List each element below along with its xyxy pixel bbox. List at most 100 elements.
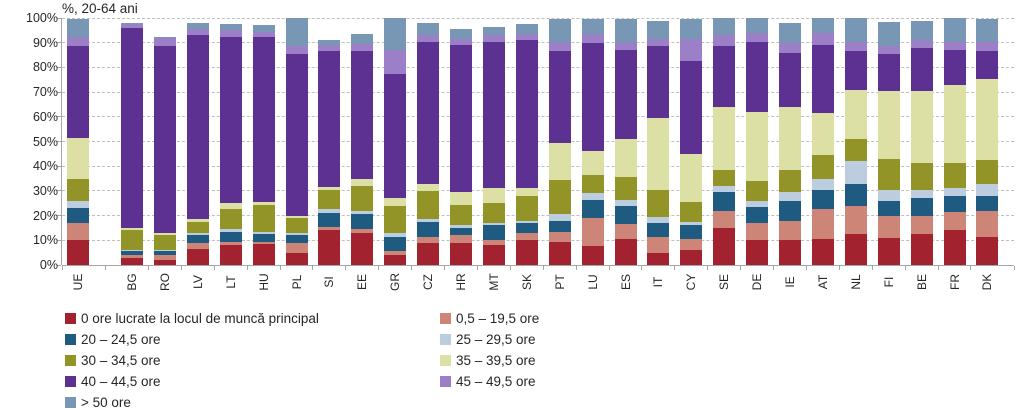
segment-NL-h45_495 xyxy=(844,41,867,52)
segment-NL-h35_395 xyxy=(844,89,867,140)
y-axis-label: 0% xyxy=(39,258,58,272)
segment-IE-h45_495 xyxy=(779,42,801,53)
segment-UE-h05_195 xyxy=(67,223,89,241)
segment-FR-h40_445 xyxy=(943,50,966,85)
segment-LV-h50plus xyxy=(186,22,209,30)
segment-HR-h35_395 xyxy=(450,192,472,205)
y-axis-label: 100% xyxy=(26,11,58,25)
segment-NL-h0 xyxy=(844,234,867,265)
segment-SE-h35_395 xyxy=(713,106,736,170)
segment-HR-h20_245 xyxy=(450,227,472,236)
segment-GR-h45_495 xyxy=(384,50,407,74)
x-axis-label-FR: FR xyxy=(947,274,962,290)
x-axis-tick xyxy=(805,266,807,270)
segment-DK-h20_245 xyxy=(976,195,999,211)
segment-DE-h50plus xyxy=(746,18,769,33)
segment-SE-h30_345 xyxy=(713,169,736,186)
gridline-30% xyxy=(62,190,1014,192)
gridline-10% xyxy=(62,239,1014,241)
segment-LU-h20_245 xyxy=(581,199,604,219)
segment-DK-h45_495 xyxy=(976,41,999,52)
segment-EE-h50plus xyxy=(351,34,374,44)
segment-SK-h05_195 xyxy=(515,232,538,241)
y-axis-label: 30% xyxy=(32,183,58,198)
segment-FR-h45_495 xyxy=(943,41,966,51)
segment-DK-h05_195 xyxy=(976,210,999,237)
segment-AT-h05_195 xyxy=(811,209,834,240)
segment-HR-h50plus xyxy=(450,29,472,40)
segment-CY-h05_195 xyxy=(680,239,703,251)
x-axis-label-CY: CY xyxy=(684,273,699,291)
legend-item-1-3: 45 – 49,5 ore xyxy=(440,372,536,392)
segment-GR-h50plus xyxy=(384,18,407,51)
x-axis-tick xyxy=(476,266,478,270)
segment-BG-h45_495 xyxy=(121,24,143,28)
x-axis-label-DK: DK xyxy=(980,273,995,291)
segment-DK-h35_395 xyxy=(976,78,999,161)
x-axis-tick xyxy=(444,266,446,270)
x-axis-label-DE: DE xyxy=(750,273,765,291)
legend-label: 25 – 29,5 ore xyxy=(456,332,536,347)
segment-DE-h05_195 xyxy=(746,223,769,241)
x-axis-tick xyxy=(773,266,775,270)
segment-BG-h0 xyxy=(121,257,143,265)
segment-PT-h40_445 xyxy=(548,51,571,143)
segment-MT-h20_245 xyxy=(482,225,505,241)
y-axis-label: 40% xyxy=(32,159,58,174)
legend-item-0-4: > 50 ore xyxy=(65,393,131,410)
gridline-80% xyxy=(62,66,1014,68)
segment-FR-h20_245 xyxy=(943,195,966,212)
segment-HR-h05_195 xyxy=(450,235,472,243)
legend-item-0-2: 30 – 34,5 ore xyxy=(65,351,161,371)
segment-PT-h05_195 xyxy=(548,231,571,242)
segment-HR-h40_445 xyxy=(450,45,472,193)
segment-HU-h35_395 xyxy=(252,202,275,205)
segment-FI-h45_495 xyxy=(877,46,900,54)
segment-SK-h50plus xyxy=(515,24,538,35)
segment-UE-h35_395 xyxy=(67,137,89,179)
segment-BE-h30_345 xyxy=(910,162,933,190)
segment-UE-h20_245 xyxy=(67,208,89,224)
y-axis-label: 90% xyxy=(32,35,58,50)
bar-GR xyxy=(384,18,407,265)
segment-NL-h20_245 xyxy=(844,183,867,206)
y-axis-tick xyxy=(57,91,61,93)
segment-DK-h40_445 xyxy=(976,51,999,79)
segment-PT-h0 xyxy=(548,241,571,265)
segment-SE-h0 xyxy=(713,227,736,265)
segment-BG-h05_195 xyxy=(121,255,143,258)
segment-DE-h30_345 xyxy=(746,181,769,201)
x-axis-tick xyxy=(608,266,610,270)
segment-DE-h40_445 xyxy=(746,41,769,112)
bar-FI xyxy=(877,21,900,265)
x-axis-tick xyxy=(641,266,643,270)
legend-label: 0 ore lucrate la locul de muncă principa… xyxy=(81,311,319,326)
bar-SE xyxy=(713,18,736,265)
x-axis-tick xyxy=(411,266,413,270)
legend-item-0-3: 40 – 44,5 ore xyxy=(65,372,161,392)
segment-ES-h20_245 xyxy=(614,205,637,225)
segment-LT-h30_345 xyxy=(219,209,242,230)
segment-LT-h40_445 xyxy=(219,36,242,204)
y-axis-label: 70% xyxy=(32,85,58,100)
x-axis-tick xyxy=(937,266,939,270)
segment-LV-h20_245 xyxy=(186,235,209,243)
segment-NL-h50plus xyxy=(844,18,867,42)
bar-ES xyxy=(614,19,637,265)
segment-HU-h20_245 xyxy=(252,234,275,242)
y-axis-tick xyxy=(57,17,61,19)
segment-CZ-h40_445 xyxy=(417,41,440,184)
segment-MT-h50plus xyxy=(482,26,505,36)
segment-CZ-h50plus xyxy=(417,22,440,36)
bar-IT xyxy=(647,20,670,265)
x-axis-tick xyxy=(312,266,314,270)
segment-FR-h0 xyxy=(943,230,966,265)
segment-UE-h50plus xyxy=(67,19,89,37)
gridline-70% xyxy=(62,91,1014,93)
segment-LU-h45_495 xyxy=(581,34,604,43)
x-axis-tick xyxy=(904,266,906,270)
segment-PL-h30_345 xyxy=(285,218,308,233)
segment-IT-h20_245 xyxy=(647,223,670,237)
segment-ES-h45_495 xyxy=(614,41,637,51)
segment-LU-h05_195 xyxy=(581,218,604,247)
